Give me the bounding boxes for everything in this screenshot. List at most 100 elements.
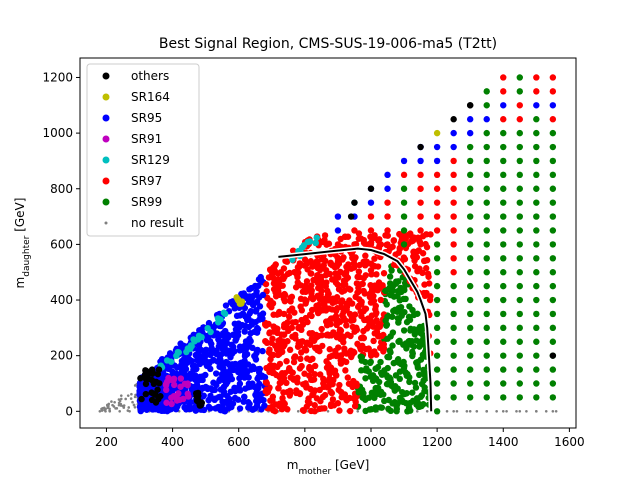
SR97-point bbox=[367, 349, 375, 356]
no-result-point bbox=[108, 409, 111, 412]
SR95-point bbox=[236, 323, 243, 331]
no-result-point bbox=[518, 410, 522, 413]
SR95-point bbox=[211, 386, 219, 394]
SR97-point bbox=[270, 323, 277, 330]
SR164-point bbox=[235, 297, 242, 304]
SR95-point bbox=[191, 362, 198, 370]
SR95-point bbox=[246, 335, 253, 343]
no-result-point bbox=[505, 410, 508, 413]
SR91-point bbox=[163, 399, 170, 406]
SR97-point bbox=[433, 199, 441, 206]
SR99-point bbox=[549, 185, 557, 192]
SR99-point bbox=[466, 394, 474, 401]
SR99-point bbox=[516, 143, 523, 151]
SR95-point bbox=[199, 352, 206, 360]
SR99-point bbox=[483, 255, 490, 262]
SR95-point bbox=[226, 372, 234, 379]
SR95-point bbox=[221, 408, 229, 415]
x-tick-label: 1400 bbox=[488, 435, 519, 449]
SR97-point bbox=[380, 270, 388, 277]
SR95-point bbox=[236, 380, 244, 387]
SR99-point bbox=[450, 282, 457, 290]
SR97-point bbox=[516, 102, 523, 109]
SR99-point bbox=[483, 88, 490, 95]
SR97-point bbox=[307, 385, 314, 393]
SR99-point bbox=[533, 380, 540, 387]
SR97-point bbox=[361, 305, 369, 312]
SR99-point bbox=[393, 405, 401, 413]
no-result-point bbox=[124, 397, 127, 401]
SR99-point bbox=[383, 301, 390, 308]
legend-label: SR95 bbox=[131, 111, 162, 125]
SR97-point bbox=[375, 279, 383, 286]
SR97-point bbox=[414, 267, 421, 275]
SR95-point bbox=[236, 375, 243, 382]
SR99-point bbox=[410, 326, 418, 333]
SR97-point bbox=[318, 332, 326, 339]
no-result-point bbox=[554, 410, 558, 413]
SR97-point bbox=[367, 241, 375, 248]
SR99-point bbox=[549, 157, 557, 165]
SR97-point bbox=[371, 233, 378, 241]
SR99-point bbox=[516, 157, 523, 165]
SR95-point bbox=[212, 370, 220, 377]
SR95-point bbox=[384, 171, 391, 179]
SR99-point bbox=[391, 306, 399, 313]
SR99-point bbox=[483, 227, 490, 234]
SR99-point bbox=[483, 143, 490, 151]
no-result-point bbox=[113, 400, 116, 404]
SR97-point bbox=[367, 316, 374, 323]
SR99-point bbox=[483, 199, 490, 206]
SR97-point bbox=[341, 305, 348, 312]
SR99-point bbox=[433, 241, 441, 248]
SR97-point bbox=[326, 353, 333, 361]
SR99-point bbox=[417, 393, 424, 401]
SR95-point bbox=[258, 406, 265, 413]
SR97-point bbox=[392, 251, 399, 258]
SR97-point bbox=[350, 395, 357, 402]
SR97-point bbox=[318, 325, 325, 333]
SR95-point bbox=[177, 340, 184, 347]
no-result-point bbox=[112, 405, 116, 408]
SR95-point bbox=[533, 102, 540, 109]
SR99-point bbox=[371, 388, 379, 395]
SR97-point bbox=[339, 256, 346, 263]
SR97-point bbox=[417, 227, 424, 234]
SR99-point bbox=[360, 390, 367, 397]
SR99-point bbox=[466, 338, 474, 345]
SR99-point bbox=[533, 241, 540, 248]
SR99-point bbox=[549, 143, 557, 151]
x-tick-label: 200 bbox=[95, 435, 118, 449]
SR97-point bbox=[341, 348, 348, 355]
others-point bbox=[154, 386, 161, 393]
SR99-point bbox=[403, 345, 410, 352]
SR97-point bbox=[343, 322, 350, 329]
SR95-point bbox=[417, 157, 424, 165]
SR95-point bbox=[229, 400, 237, 407]
SR99-point bbox=[483, 102, 490, 109]
SR99-point bbox=[413, 337, 420, 344]
SR97-point bbox=[433, 171, 441, 179]
SR97-point bbox=[289, 333, 296, 340]
SR95-point bbox=[222, 302, 230, 309]
SR95-point bbox=[241, 350, 249, 358]
SR95-point bbox=[250, 300, 257, 308]
SR129-point bbox=[312, 239, 319, 247]
SR99-point bbox=[433, 324, 441, 332]
SR99-point bbox=[433, 269, 441, 276]
SR97-point bbox=[549, 116, 557, 123]
SR99-point bbox=[516, 199, 523, 206]
SR95-point bbox=[240, 343, 247, 351]
SR95-point bbox=[241, 393, 248, 401]
SR97-point bbox=[336, 381, 343, 389]
SR97-point bbox=[305, 395, 312, 402]
SR99-point bbox=[466, 227, 474, 234]
no-result-point bbox=[121, 404, 125, 408]
SR97-point bbox=[308, 287, 315, 294]
SR97-point bbox=[280, 331, 288, 338]
SR95-point bbox=[203, 336, 211, 344]
others-point bbox=[142, 390, 150, 398]
y-axis-ticks: 0 200 400 600 800 1000 1200 bbox=[42, 70, 80, 418]
SR97-point bbox=[373, 309, 380, 317]
SR99-point bbox=[406, 303, 413, 310]
